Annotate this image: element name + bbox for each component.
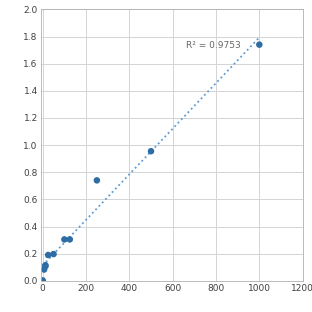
Point (257, 42, 262, 47)
Point (41, 267, 46, 272)
Point (62, 237, 67, 242)
Point (43, 263, 48, 268)
Point (40, 278, 45, 283)
Point (46, 252, 51, 257)
Point (94, 178, 99, 183)
Point (67, 237, 72, 242)
Point (51, 251, 56, 256)
Point (149, 149, 154, 154)
Text: R² = 0.9753: R² = 0.9753 (186, 41, 241, 50)
Point (43, 264, 48, 269)
